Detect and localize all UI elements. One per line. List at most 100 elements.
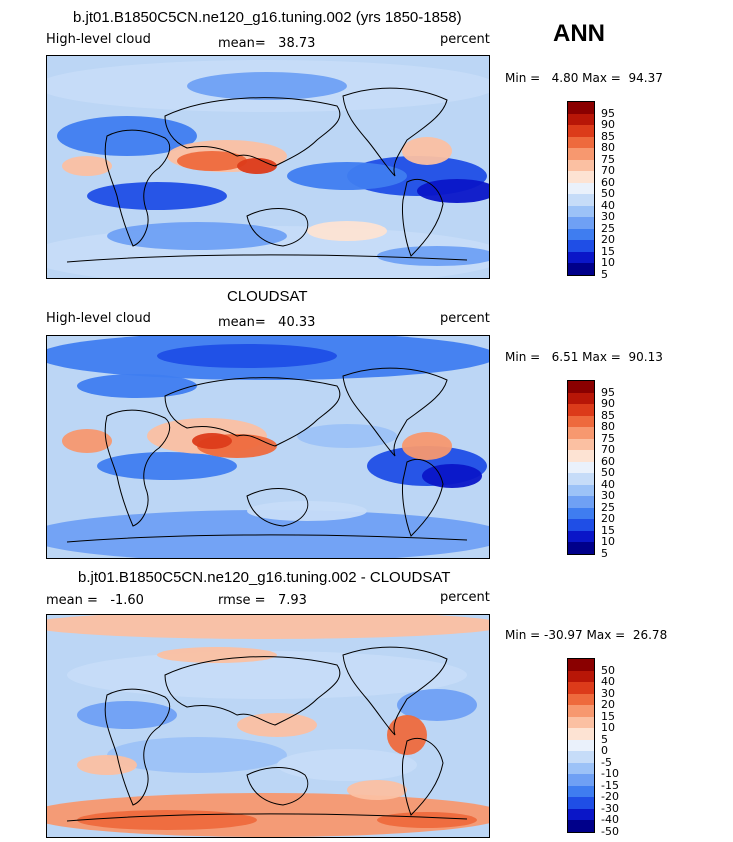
panel1-contour-region xyxy=(177,151,247,171)
panel3-colorbar-swatch xyxy=(568,762,594,774)
panel3-contour-region xyxy=(277,749,417,781)
panel1-colorbar-swatch xyxy=(568,228,594,240)
panel1-colorbar-tick-label: 15 xyxy=(601,244,615,258)
panel1-coastline xyxy=(66,254,468,263)
panel1-variable: High-level cloud xyxy=(46,32,151,47)
panel1-coastline xyxy=(164,97,341,167)
panel1-colorbar-swatch xyxy=(568,182,594,194)
panel3-units: percent xyxy=(440,590,490,605)
panel3-colorbar-swatch xyxy=(568,797,594,809)
panel3-colorbar-tick-label: -15 xyxy=(601,778,619,792)
panel2-colorbar-swatch xyxy=(568,461,594,473)
panel3-colorbar-swatch xyxy=(568,751,594,763)
panel1-max-label: Max = xyxy=(582,71,621,85)
panel3-colorbar-swatch xyxy=(568,728,594,740)
panel2-colorbar-tick-label: 90 xyxy=(601,397,615,410)
panel2-colorbar-swatch xyxy=(568,392,594,404)
panel3-rmse: rmse = 7.93 xyxy=(218,593,307,608)
panel2-colorbar-swatch xyxy=(568,450,594,462)
panel3-field-svg xyxy=(47,615,489,837)
panel2-colorbar-tick-label: 15 xyxy=(601,523,615,537)
panel1-contour-region xyxy=(87,182,227,210)
panel3-colorbar-swatch xyxy=(568,693,594,705)
panel3-colorbar-swatch xyxy=(568,705,594,717)
panel2-coastline xyxy=(66,534,468,543)
panel2-contour-region xyxy=(77,374,197,398)
panel1-coastline xyxy=(246,208,309,247)
panel1-colorbar-tick-label: 90 xyxy=(601,118,615,131)
panel3-contour-region xyxy=(77,810,257,830)
panel2-colorbar-tick-label: 20 xyxy=(601,512,615,525)
panel1-max-value: 94.37 xyxy=(628,71,663,85)
panel2-mean-label: mean= xyxy=(218,315,266,330)
panel3-colorbar-tick-label: 40 xyxy=(601,675,615,688)
panel3-mean-value: -1.60 xyxy=(110,593,144,608)
panel1-contour-region xyxy=(62,156,112,176)
panel2-colorbar-tick-label: 30 xyxy=(601,489,615,502)
panel1-mean-label: mean= xyxy=(218,36,266,51)
panel3-colorbar-tick-label: 15 xyxy=(601,709,615,723)
panel1-colorbar-swatch xyxy=(568,125,594,137)
panel3-rmse-label: rmse = xyxy=(218,593,266,608)
panel3-colorbar-swatch xyxy=(568,785,594,797)
panel3-max-value: 26.78 xyxy=(632,628,668,642)
panel2-mean-value: 40.33 xyxy=(278,315,316,330)
panel1-contour-region xyxy=(107,222,287,250)
panel1-colorbar xyxy=(567,101,595,276)
panel1-colorbar-swatch xyxy=(568,217,594,229)
panel1-colorbar-tick-label: 80 xyxy=(601,141,615,154)
panel1-contour-region xyxy=(57,116,197,156)
panel3-map xyxy=(46,614,490,838)
panel3-minmax: Min = -30.97 Max = 26.78 xyxy=(505,628,667,642)
panel2-max-value: 90.13 xyxy=(628,350,663,364)
panel1-contour-region xyxy=(377,246,489,266)
panel3-title: b.jt01.B1850C5CN.ne120_g16.tuning.002 - … xyxy=(78,569,451,586)
panel3-coastline xyxy=(246,767,309,806)
panel2-colorbar-swatch xyxy=(568,427,594,439)
panel1-colorbar-swatch xyxy=(568,148,594,160)
panel3-colorbar-tick-label: -30 xyxy=(601,801,619,815)
panel2-contour-region xyxy=(247,501,367,521)
panel3-colorbar-swatch xyxy=(568,739,594,751)
panel1-min-value: 4.80 xyxy=(551,71,579,85)
panel2-variable: High-level cloud xyxy=(46,311,151,326)
panel2-colorbar-swatch xyxy=(568,473,594,485)
panel1-colorbar-swatch xyxy=(568,240,594,252)
panel3-colorbar-tick-label: 0 xyxy=(601,744,608,757)
panel2-contour-region xyxy=(422,464,482,488)
panel1-contour-region xyxy=(187,72,347,100)
panel2-colorbar xyxy=(567,380,595,555)
panel1-field-svg xyxy=(47,60,489,278)
panel3-colorbar-swatch xyxy=(568,820,594,832)
panel3-contour-region xyxy=(377,812,477,828)
panel3-colorbar-swatch xyxy=(568,808,594,820)
panel2-contour-region xyxy=(47,510,489,558)
panel2-contour-region xyxy=(157,344,337,368)
panel2-coastline xyxy=(164,377,341,447)
panel2-colorbar-tick-label: 25 xyxy=(601,500,615,514)
panel3-min-label: Min = xyxy=(505,628,541,642)
panel2-contour-region xyxy=(402,432,452,460)
panel1-coastline xyxy=(342,87,448,177)
panel1-colorbar-swatch xyxy=(568,102,594,114)
panel3-coastline xyxy=(402,738,444,816)
panel3-colorbar-tick-label: 30 xyxy=(601,686,615,700)
panel2-colorbar-tick-label: 50 xyxy=(601,466,615,479)
panel3-colorbar-swatch xyxy=(568,716,594,728)
panel2-coastline xyxy=(104,409,171,527)
panel1-units: percent xyxy=(440,32,490,47)
panel2-colorbar-swatch xyxy=(568,484,594,496)
panel2-coastline xyxy=(342,367,448,457)
panel2-colorbar-swatch xyxy=(568,530,594,542)
panel1-title: b.jt01.B1850C5CN.ne120_g16.tuning.002 (y… xyxy=(73,9,462,26)
panel2-colorbar-swatch xyxy=(568,404,594,416)
panel1-colorbar-swatch xyxy=(568,251,594,263)
panel1-coastline xyxy=(402,179,444,257)
panel1-colorbar-tick-label: 5 xyxy=(601,267,608,281)
panel1-mean: mean= 38.73 xyxy=(218,36,315,51)
panel3-mean: mean = -1.60 xyxy=(46,593,144,608)
panel3-max-label: Max = xyxy=(586,628,626,642)
panel1-mean-value: 38.73 xyxy=(278,36,316,51)
panel2-colorbar-tick-label: 5 xyxy=(601,546,608,560)
panel3-contour-region xyxy=(397,689,477,721)
